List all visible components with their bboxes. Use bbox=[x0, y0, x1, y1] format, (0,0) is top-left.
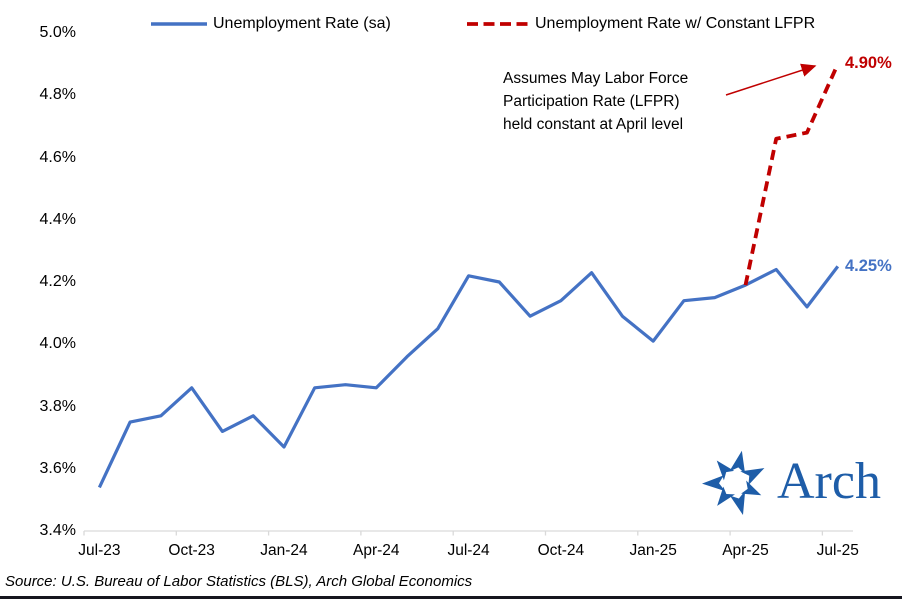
legend-item-constant-lfpr: Unemployment Rate w/ Constant LFPR bbox=[466, 14, 815, 34]
annotation-line-1: Assumes May Labor Force bbox=[503, 70, 689, 87]
red-series-end-value-label: 4.90% bbox=[845, 54, 892, 72]
y-axis-tick-label: 4.2% bbox=[39, 273, 76, 290]
legend-item-unemployment-rate: Unemployment Rate (sa) bbox=[150, 14, 391, 34]
x-axis-tick-label: Oct-23 bbox=[168, 542, 215, 559]
y-axis-tick-label: 4.0% bbox=[39, 335, 76, 353]
x-axis-tick-label: Jul-25 bbox=[816, 542, 859, 559]
y-axis-tick-label: 4.6% bbox=[39, 148, 76, 166]
constant-lfpr-line bbox=[743, 63, 840, 286]
legend-label-constant-lfpr: Unemployment Rate w/ Constant LFPR bbox=[535, 15, 816, 32]
x-axis-tick-label: Oct-24 bbox=[537, 542, 585, 559]
x-axis-tick-label: Apr-25 bbox=[722, 542, 769, 559]
y-axis-tick-label: 4.8% bbox=[39, 86, 76, 104]
blue-line-sample-icon bbox=[151, 22, 207, 26]
annotation-arrow bbox=[725, 63, 817, 96]
red-dashed-line-sample-icon bbox=[467, 22, 529, 26]
arch-logo-wordmark: Arch bbox=[777, 453, 881, 510]
x-axis-tick-label: Apr-24 bbox=[353, 542, 400, 559]
x-axis-tick-label: Jan-24 bbox=[260, 542, 308, 559]
y-axis-tick-label: 3.4% bbox=[39, 522, 76, 539]
y-axis-tick-label: 3.8% bbox=[39, 397, 76, 415]
annotation-line-3: held constant at April level bbox=[503, 116, 684, 133]
source-attribution: Source: U.S. Bureau of Labor Statistics … bbox=[5, 573, 473, 590]
x-axis-tick-label: Jul-24 bbox=[447, 542, 490, 559]
arch-pinwheel-icon bbox=[702, 450, 765, 516]
annotation-line-2: Participation Rate (LFPR) bbox=[503, 93, 680, 110]
legend-label-unemployment-rate: Unemployment Rate (sa) bbox=[213, 15, 391, 32]
footer-divider-bar bbox=[0, 596, 902, 599]
unemployment-rate-line bbox=[97, 265, 840, 489]
y-axis-tick-label: 4.4% bbox=[39, 210, 76, 228]
x-axis-tick-label: Jul-23 bbox=[78, 542, 121, 559]
blue-series-end-value-label: 4.25% bbox=[845, 257, 892, 275]
arch-logo: Arch bbox=[699, 446, 881, 518]
x-axis-tick-label: Jan-25 bbox=[629, 542, 677, 559]
annotation-note: Assumes May Labor Force Participation Ra… bbox=[503, 67, 688, 136]
y-axis-tick-label: 5.0% bbox=[39, 24, 76, 41]
y-axis-tick-label: 3.6% bbox=[39, 459, 76, 477]
